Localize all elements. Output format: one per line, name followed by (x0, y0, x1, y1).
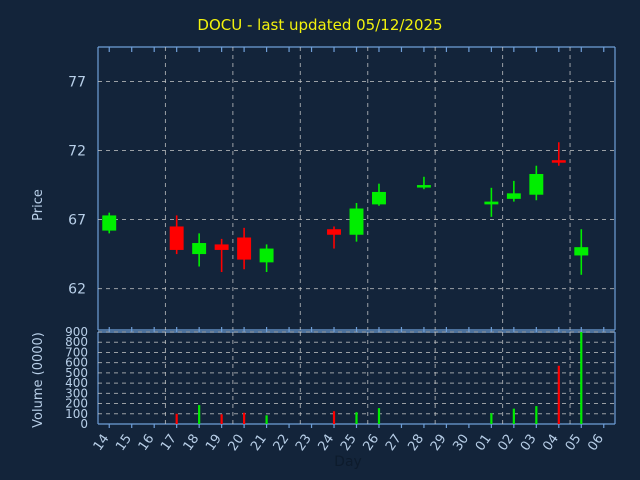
candlestick (169, 215, 184, 255)
candlestick (327, 226, 341, 249)
candlestick (372, 183, 386, 206)
candle-body (372, 191, 386, 205)
price-axis-label: Price (31, 189, 46, 221)
candlestick (551, 142, 566, 166)
volume-tick-label: 800 (65, 335, 88, 349)
candlestick (237, 227, 252, 270)
candlestick (349, 202, 364, 242)
volume-tick-label: 0 (80, 417, 88, 431)
candle-body (259, 248, 274, 263)
x-axis-label: Day (334, 454, 362, 470)
candlestick (529, 165, 544, 201)
volume-tick-label: 100 (65, 407, 88, 421)
candlestick (102, 212, 117, 234)
candlestick (416, 176, 431, 190)
candlestick (214, 238, 229, 273)
price-tick-label: 62 (68, 282, 86, 298)
volume-axis-label: Volume (0000) (31, 332, 46, 428)
candle-body (102, 215, 117, 231)
candle-body (349, 208, 364, 235)
axis-labels: Price Volume (0000) Day (31, 189, 362, 470)
candle-body (551, 160, 566, 163)
price-tick-label: 72 (68, 144, 86, 160)
candle-body (214, 244, 229, 250)
candle-body (574, 247, 589, 256)
candle-body (192, 243, 207, 255)
volume-tick-label: 600 (65, 356, 88, 370)
volume-tick-label: 700 (65, 345, 88, 359)
volume-tick-label: 500 (65, 366, 88, 380)
candle-body (484, 201, 499, 205)
price-tick-label: 67 (68, 213, 86, 229)
candlestick (484, 187, 499, 217)
candle-body (327, 229, 341, 235)
candle-body (169, 226, 184, 250)
price-panel: 62 67 72 77 (68, 46, 616, 331)
volume-tick-label: 200 (65, 397, 88, 411)
price-tick-label: 77 (68, 75, 86, 91)
candlestick (192, 233, 207, 267)
candlestick (259, 244, 274, 273)
volume-tick-label: 300 (65, 386, 88, 400)
candle-body (237, 237, 252, 260)
chart-title: DOCU - last updated 05/12/2025 (197, 16, 442, 34)
volume-tick-label: 900 (65, 325, 88, 339)
candlestick (574, 229, 589, 275)
volume-tick-label: 400 (65, 376, 88, 390)
candlestick (506, 180, 521, 202)
candle-body (529, 174, 544, 195)
candle-body (506, 193, 521, 199)
candle-body (416, 185, 431, 188)
